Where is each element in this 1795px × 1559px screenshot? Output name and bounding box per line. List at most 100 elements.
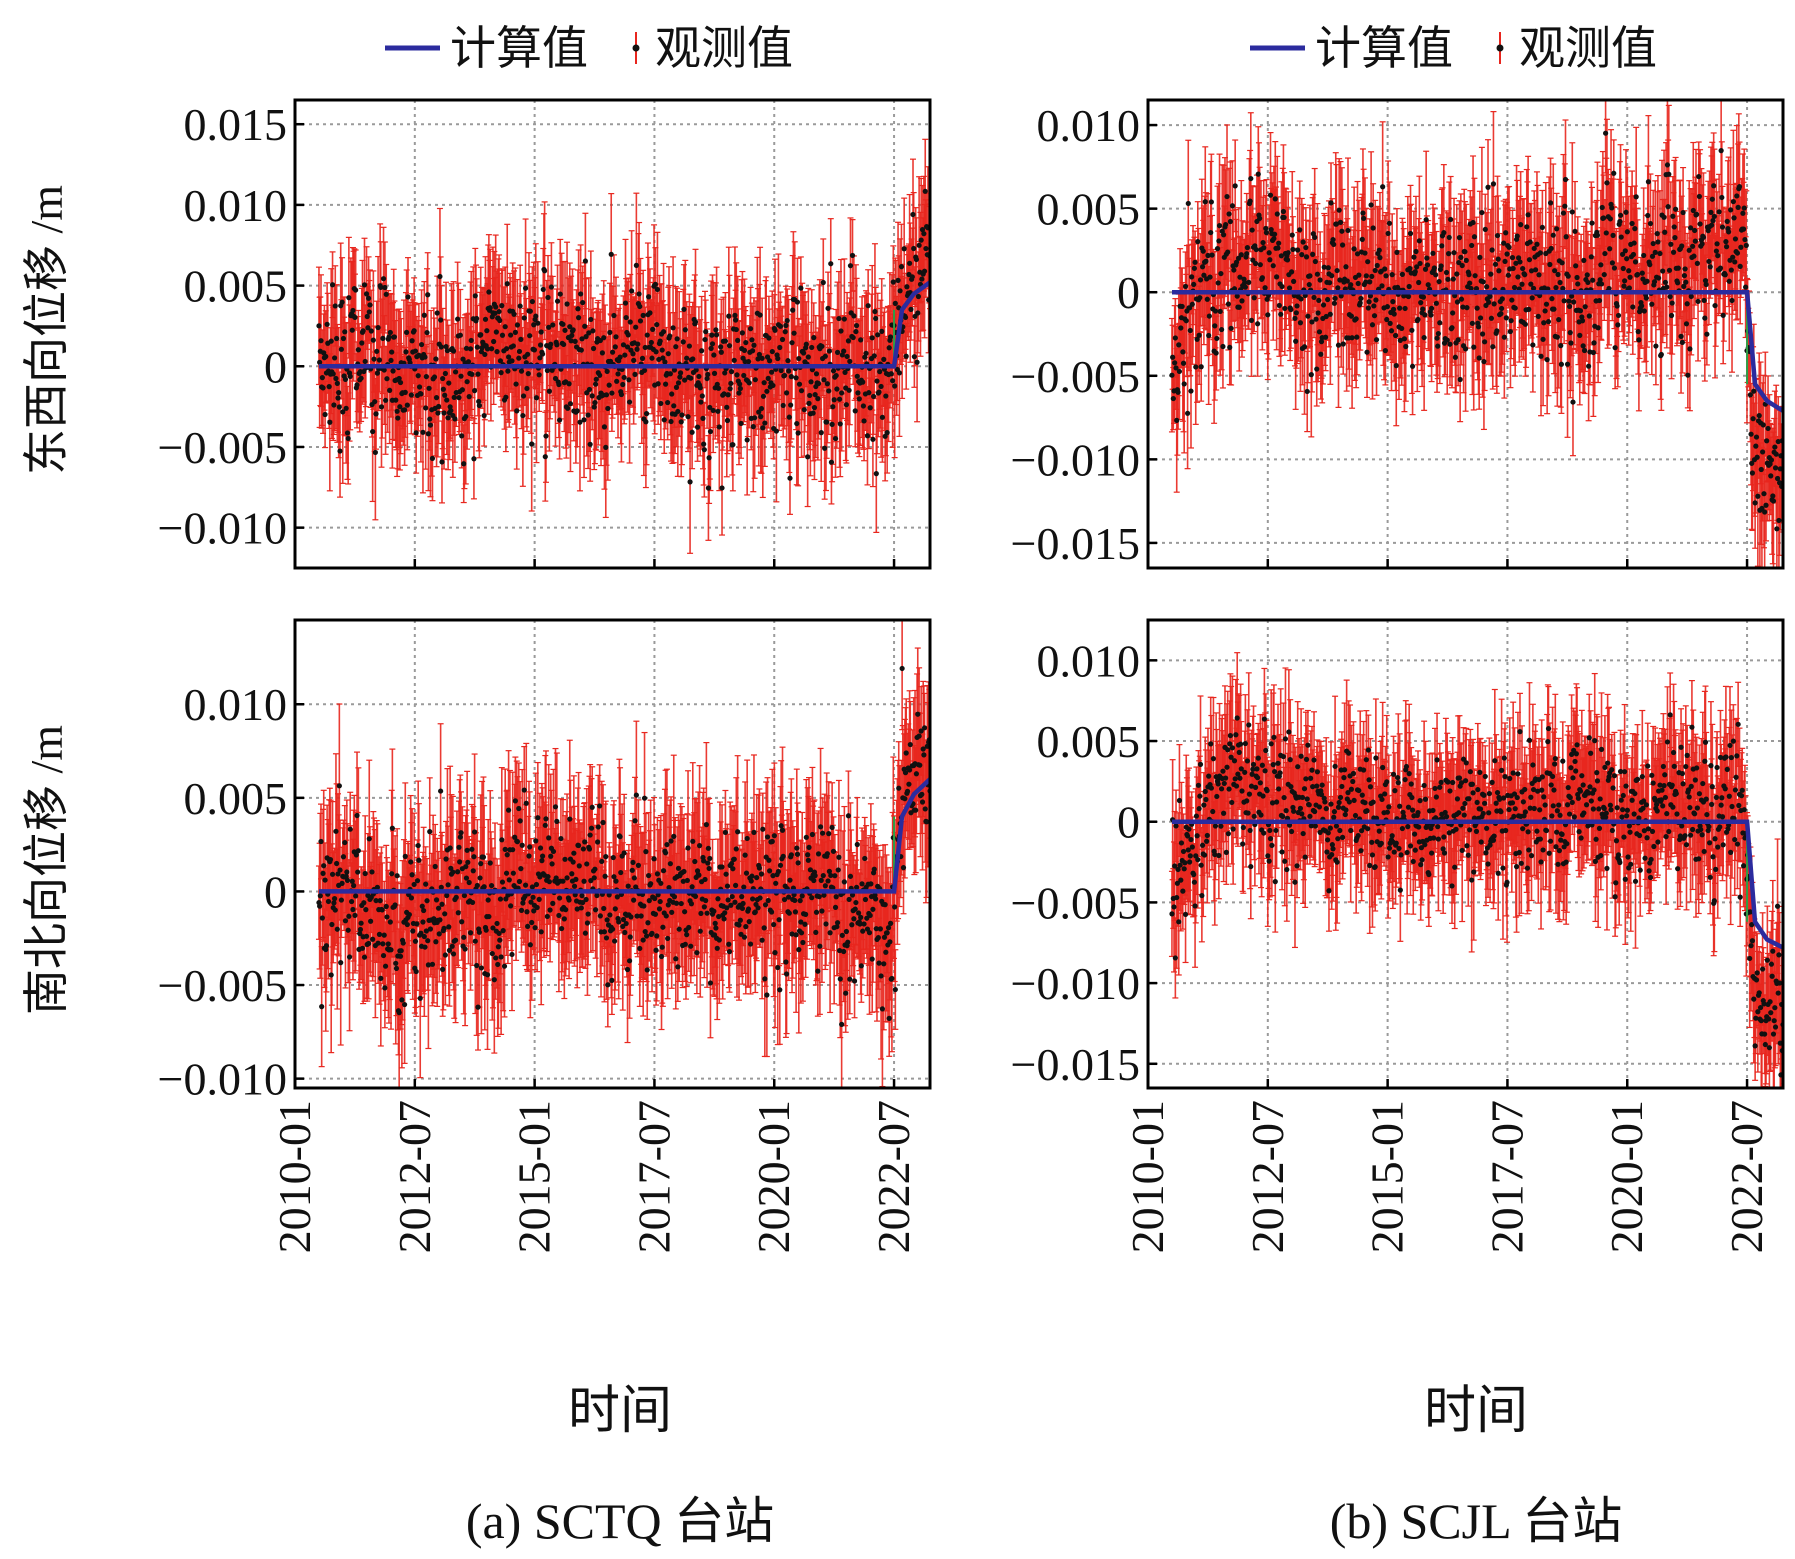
observed-point (576, 315, 582, 321)
observed-point (903, 353, 909, 359)
observed-point (839, 390, 845, 396)
observed-point (386, 334, 392, 340)
observed-point (601, 335, 607, 341)
observed-point (415, 373, 421, 379)
observed-point (365, 325, 371, 331)
observed-point (509, 358, 515, 364)
observed-point (444, 397, 450, 403)
observed-point (464, 379, 470, 385)
observed-point (439, 459, 445, 465)
observed-point (626, 377, 632, 383)
observed-point (921, 231, 927, 237)
panel-sctq-ew: 0.015 0.010 0.005 0 −0.005 −0.010 (158, 98, 932, 570)
observed-point (366, 309, 372, 315)
observed-point (459, 387, 465, 393)
observed-point (702, 336, 708, 343)
observed-point (890, 378, 896, 384)
observed-point (741, 347, 748, 353)
observed-point (673, 344, 679, 350)
observed-point (665, 351, 671, 357)
observed-point (919, 276, 925, 282)
observed-point (468, 337, 474, 344)
observed-point (331, 355, 338, 361)
observed-point (496, 308, 502, 315)
observed-point (611, 312, 617, 319)
observed-point (474, 315, 480, 322)
observed-point (798, 388, 805, 394)
observed-point (442, 370, 448, 377)
observed-point (919, 227, 926, 233)
observed-point (735, 337, 741, 344)
observed-point (418, 341, 425, 348)
observed-point (860, 403, 866, 409)
observed-point (820, 279, 826, 286)
observed-point (489, 314, 495, 320)
observed-point (525, 371, 531, 377)
observed-point (537, 355, 543, 361)
observed-point (336, 404, 342, 410)
observed-point (393, 397, 399, 403)
observed-point (718, 344, 724, 350)
observed-point (822, 445, 828, 451)
observed-point (487, 305, 493, 311)
observed-point (586, 386, 593, 393)
observed-point (721, 391, 727, 397)
observed-point (467, 346, 474, 352)
observed-point (411, 328, 417, 334)
observed-point (502, 324, 508, 330)
observed-point (783, 390, 790, 396)
observed-point (657, 338, 663, 344)
observed-point (318, 338, 324, 344)
observed-point (522, 285, 529, 291)
observed-point (387, 329, 393, 336)
observed-point (633, 262, 639, 268)
observed-point (375, 324, 381, 331)
observed-point (881, 356, 887, 362)
observed-point (837, 396, 843, 402)
observed-point (667, 371, 673, 377)
observed-point (834, 349, 841, 355)
observed-point (347, 373, 353, 379)
observed-point (643, 411, 650, 417)
observed-point (805, 454, 811, 460)
observed-point (646, 294, 652, 300)
observed-point (680, 339, 686, 345)
ylabel-bottom: 南北向位移 /m (21, 725, 72, 1015)
observed-point (433, 356, 439, 362)
observed-point (476, 402, 482, 409)
observed-point (692, 319, 699, 325)
observed-point (535, 320, 541, 326)
observed-point (588, 316, 594, 323)
observed-point (340, 335, 347, 342)
observed-point (629, 288, 635, 294)
observed-point (864, 433, 871, 439)
observed-point (457, 332, 463, 338)
observed-point (466, 394, 472, 400)
legend-obs-swatch (632, 32, 640, 64)
observed-point (812, 392, 818, 398)
observed-point (617, 354, 623, 360)
observed-point (339, 299, 345, 305)
observed-point (873, 315, 879, 322)
observed-point (409, 338, 415, 344)
observed-point (361, 282, 368, 288)
observed-point (737, 385, 743, 392)
observed-point (825, 305, 831, 311)
observed-point (546, 324, 552, 330)
observed-point (345, 435, 351, 442)
observed-point (603, 392, 610, 398)
observed-point (704, 375, 710, 382)
observed-point (620, 381, 626, 388)
observed-point (856, 396, 862, 402)
observed-point (418, 391, 424, 397)
observed-point (714, 381, 720, 387)
observed-point (458, 373, 464, 379)
observed-point (794, 420, 800, 427)
observed-point (886, 345, 892, 351)
observed-point (863, 350, 869, 356)
observed-point (826, 348, 833, 354)
observed-point (749, 337, 755, 343)
observed-point (719, 485, 725, 491)
observed-point (682, 377, 688, 383)
observed-point (332, 303, 338, 309)
